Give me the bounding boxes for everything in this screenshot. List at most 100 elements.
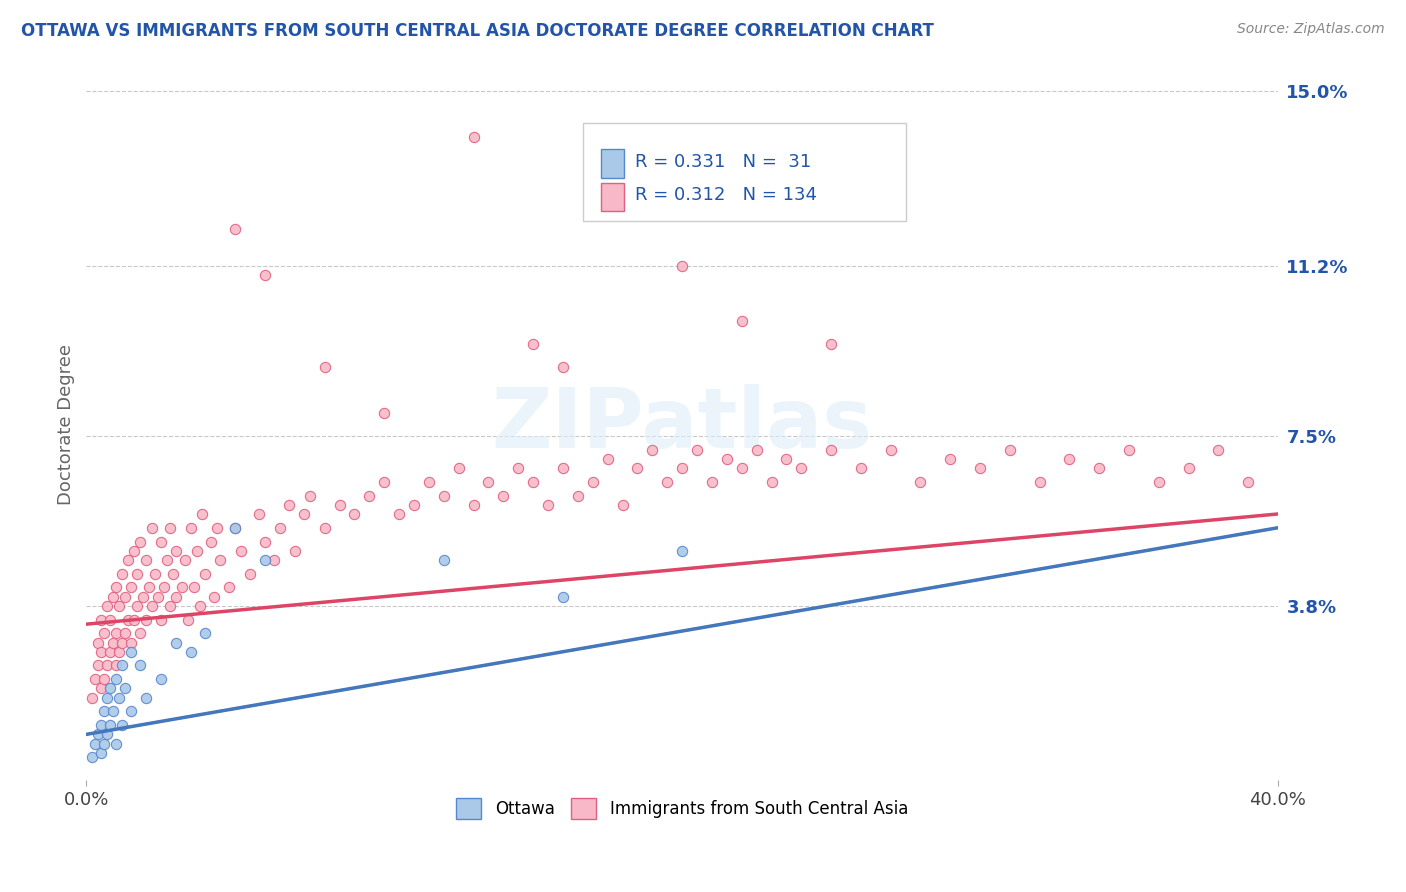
Point bbox=[125, 599, 148, 613]
Point bbox=[173, 553, 195, 567]
Point bbox=[101, 705, 124, 719]
Point bbox=[284, 543, 307, 558]
Point bbox=[1059, 451, 1081, 466]
Point bbox=[162, 566, 184, 581]
Point bbox=[551, 359, 574, 374]
Point bbox=[108, 645, 131, 659]
Point bbox=[314, 359, 336, 374]
Point bbox=[790, 461, 813, 475]
Point bbox=[1147, 475, 1170, 489]
Point bbox=[209, 553, 232, 567]
Point bbox=[90, 645, 112, 659]
Point bbox=[98, 681, 121, 696]
Point bbox=[120, 635, 142, 649]
Point bbox=[122, 543, 145, 558]
Point bbox=[224, 222, 246, 236]
Point bbox=[522, 475, 544, 489]
Point bbox=[96, 727, 118, 741]
Point bbox=[522, 337, 544, 351]
Point bbox=[120, 645, 142, 659]
Point bbox=[231, 543, 253, 558]
Point bbox=[170, 581, 193, 595]
Point bbox=[1028, 475, 1050, 489]
Point bbox=[186, 543, 208, 558]
Point bbox=[125, 566, 148, 581]
Point bbox=[298, 489, 321, 503]
Point bbox=[183, 581, 205, 595]
Y-axis label: Doctorate Degree: Doctorate Degree bbox=[58, 344, 75, 505]
Point bbox=[129, 626, 152, 640]
Point bbox=[820, 442, 842, 457]
Point bbox=[463, 130, 485, 145]
Point bbox=[820, 337, 842, 351]
Point bbox=[108, 690, 131, 705]
Text: R = 0.312   N = 134: R = 0.312 N = 134 bbox=[636, 186, 817, 204]
Point bbox=[98, 718, 121, 732]
Text: ZIPatlas: ZIPatlas bbox=[492, 384, 873, 465]
Point bbox=[135, 690, 157, 705]
Point bbox=[176, 613, 198, 627]
Point bbox=[582, 475, 605, 489]
Point bbox=[433, 489, 456, 503]
Point bbox=[165, 635, 187, 649]
Point bbox=[463, 498, 485, 512]
Point bbox=[612, 498, 634, 512]
Point bbox=[731, 314, 754, 328]
Point bbox=[1177, 461, 1199, 475]
Point bbox=[508, 461, 530, 475]
Point bbox=[202, 590, 225, 604]
Point bbox=[105, 581, 128, 595]
Point bbox=[93, 626, 115, 640]
Point bbox=[111, 635, 134, 649]
Point bbox=[114, 681, 136, 696]
Point bbox=[254, 553, 277, 567]
Point bbox=[1118, 442, 1140, 457]
Point bbox=[359, 489, 381, 503]
Point bbox=[129, 658, 152, 673]
Point bbox=[141, 599, 163, 613]
Point bbox=[180, 521, 202, 535]
Point bbox=[111, 658, 134, 673]
Point bbox=[567, 489, 589, 503]
Point bbox=[117, 613, 139, 627]
Point bbox=[84, 673, 107, 687]
Point bbox=[224, 521, 246, 535]
Point bbox=[90, 718, 112, 732]
Point bbox=[1088, 461, 1111, 475]
Point bbox=[402, 498, 425, 512]
Point bbox=[93, 673, 115, 687]
Point bbox=[87, 658, 110, 673]
Point bbox=[998, 442, 1021, 457]
Point bbox=[149, 534, 172, 549]
Point bbox=[165, 543, 187, 558]
Point bbox=[138, 581, 160, 595]
Point bbox=[582, 177, 605, 191]
Point bbox=[159, 521, 181, 535]
Point bbox=[105, 626, 128, 640]
Point bbox=[101, 635, 124, 649]
Point bbox=[314, 521, 336, 535]
Point bbox=[135, 613, 157, 627]
Point bbox=[114, 626, 136, 640]
Point bbox=[188, 599, 211, 613]
Point bbox=[373, 475, 395, 489]
Legend: Ottawa, Immigrants from South Central Asia: Ottawa, Immigrants from South Central As… bbox=[450, 792, 914, 825]
Point bbox=[114, 590, 136, 604]
Point bbox=[90, 746, 112, 760]
Point bbox=[537, 498, 560, 512]
Point bbox=[477, 475, 499, 489]
Point bbox=[254, 534, 277, 549]
Point bbox=[671, 259, 693, 273]
Point bbox=[879, 442, 901, 457]
Point bbox=[343, 507, 366, 521]
Point bbox=[96, 658, 118, 673]
Point bbox=[132, 590, 155, 604]
Point bbox=[373, 406, 395, 420]
Point bbox=[745, 442, 768, 457]
Point bbox=[492, 489, 515, 503]
Point bbox=[180, 645, 202, 659]
Point bbox=[1208, 442, 1230, 457]
Point bbox=[418, 475, 440, 489]
Point bbox=[135, 553, 157, 567]
Point bbox=[122, 613, 145, 627]
